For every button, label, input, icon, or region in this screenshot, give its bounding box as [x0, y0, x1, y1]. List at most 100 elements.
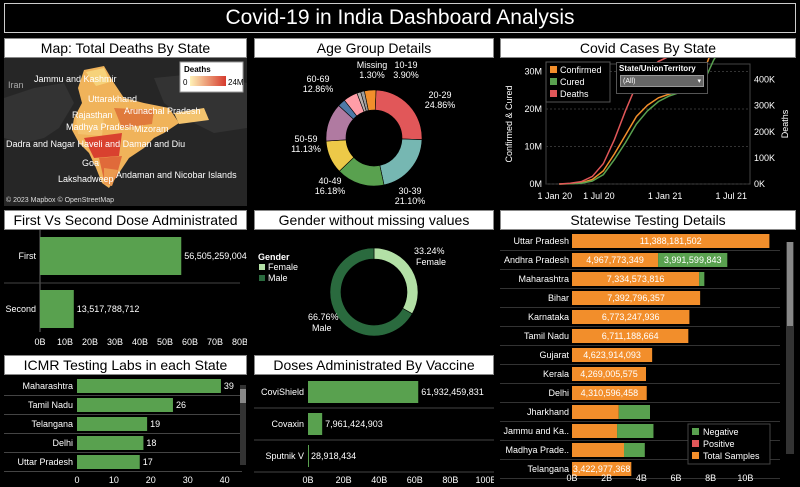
age-category-label: 40-49: [318, 176, 341, 186]
testing-bar-chart[interactable]: Uttar Pradesh 11,388,181,502 Andhra Prades…: [500, 230, 796, 487]
bar-total-samples[interactable]: [572, 424, 618, 438]
x-tick: 40B: [132, 337, 148, 347]
pie-slice[interactable]: [373, 247, 419, 315]
bar-negative[interactable]: [658, 253, 728, 267]
x-tick: 20B: [336, 475, 352, 485]
category-label: Sputnik V: [265, 451, 304, 461]
vaccine-bar-chart[interactable]: CoviShield 61,932,459,831 Covaxin 7,961,424…: [254, 375, 494, 487]
pie-slice[interactable]: [356, 91, 367, 113]
cases-panel[interactable]: 0M 10M 20M 30M 0K 100K 200K 300K 400K 1 Jan 20 1 J…: [500, 58, 796, 206]
category-label: Jharkhand: [527, 407, 569, 417]
age-panel[interactable]: Missing 1.30% 10-19 3.90% 20-29 24.86% 30-39 21…: [254, 58, 494, 206]
category-label: First: [19, 251, 37, 261]
category-label: Gujarat: [539, 350, 569, 360]
bar-total-samples[interactable]: [572, 253, 659, 267]
pie-slice[interactable]: [329, 247, 413, 337]
age-value-label: 11.13%: [291, 144, 321, 154]
gender-header: Gender without missing values: [254, 210, 494, 230]
map-label: Arunachal Pradesh: [124, 106, 201, 116]
bar-total-samples[interactable]: [572, 348, 653, 362]
bar-total-samples[interactable]: [572, 272, 700, 286]
age-category-label: Missing: [357, 60, 388, 70]
bar-value-label: 18: [146, 438, 156, 448]
labs-header: ICMR Testing Labs in each State: [4, 355, 247, 375]
legend-label: Male: [268, 273, 288, 283]
bar-total-samples[interactable]: [572, 405, 619, 419]
labs-scrollbar[interactable]: [240, 385, 246, 465]
x-tick: 0: [74, 475, 79, 485]
dose-header: First Vs Second Dose Administrated: [4, 210, 247, 230]
bar-negative[interactable]: [699, 272, 705, 286]
testing-scrollbar[interactable]: [786, 242, 794, 454]
state-filter-select[interactable]: (All) ▾: [620, 75, 704, 87]
india-map[interactable]: Jammu and Kashmir Uttarakhand Rajasthan …: [4, 58, 247, 206]
testing-scroll-thumb[interactable]: [787, 242, 793, 326]
bar-total-samples[interactable]: [572, 291, 701, 305]
bar-total-samples[interactable]: [572, 443, 624, 457]
bar[interactable]: [308, 381, 419, 403]
map-label: Iran: [8, 80, 24, 90]
age-value-label: 21.10%: [395, 196, 426, 206]
labs-bar-chart[interactable]: Maharashtra 39 Tamil Nadu 26 Telangana 19 Delh…: [4, 375, 247, 487]
y-right-tick: 0K: [754, 179, 765, 189]
bar-value-label: 7,961,424,903: [325, 419, 383, 429]
bar-value-label: 7,392,796,357: [607, 293, 665, 303]
bar[interactable]: [40, 290, 74, 328]
x-tick: 20: [146, 475, 156, 485]
legend-label: Female: [268, 262, 298, 272]
chevron-down-icon: ▾: [697, 78, 701, 85]
bar-negative[interactable]: [618, 405, 650, 419]
age-value-label: 3.90%: [393, 70, 419, 80]
map-legend-title: Deaths: [184, 65, 211, 74]
bar-value-label: 26: [176, 400, 186, 410]
legend-swatch: [550, 90, 557, 97]
cases-line-chart[interactable]: 0M 10M 20M 30M 0K 100K 200K 300K 400K 1 Jan 20 1 J…: [500, 58, 796, 206]
bar[interactable]: [77, 398, 173, 412]
vaccine-panel[interactable]: CoviShield 61,932,459,831 Covaxin 7,961,424…: [254, 375, 494, 487]
testing-panel[interactable]: Uttar Pradesh 11,388,181,502 Andhra Prades…: [500, 230, 796, 487]
x-tick: 8B: [705, 473, 716, 483]
dose-panel[interactable]: First 56,505,259,004 Second 13,517,788,712 0…: [4, 230, 247, 350]
bar-negative[interactable]: [617, 424, 654, 438]
x-tick: 80B: [232, 337, 247, 347]
bar-total-samples[interactable]: [572, 367, 646, 381]
bar[interactable]: [77, 455, 140, 469]
bar-value-label: 3,991,599,843: [664, 255, 722, 265]
bar[interactable]: [308, 413, 323, 435]
labs-panel[interactable]: Maharashtra 39 Tamil Nadu 26 Telangana 19 Delh…: [4, 375, 247, 487]
legend-swatch: [692, 440, 699, 447]
series-line[interactable]: [559, 58, 746, 185]
series-line[interactable]: [559, 58, 746, 185]
state-filter[interactable]: State/UnionTerritory (All) ▾: [616, 62, 708, 94]
map-label: Mizoram: [134, 124, 169, 134]
labs-scroll-thumb[interactable]: [240, 389, 246, 403]
x-tick: 80B: [442, 475, 458, 485]
bar[interactable]: [40, 237, 182, 275]
map-label: Lakshadweep: [58, 174, 114, 184]
bar-total-samples[interactable]: [572, 310, 690, 324]
pie-slice[interactable]: [379, 138, 423, 186]
y-right-tick: 400K: [754, 75, 775, 85]
dose-bar-chart[interactable]: First 56,505,259,004 Second 13,517,788,712 0…: [4, 230, 247, 350]
bar[interactable]: [77, 379, 221, 393]
bar-total-samples[interactable]: [572, 386, 647, 400]
bar[interactable]: [77, 436, 144, 450]
category-label: Maharashtra: [22, 381, 73, 391]
bar[interactable]: [77, 417, 148, 431]
pie-slice[interactable]: [374, 89, 423, 140]
category-label: Jammu and Ka..: [503, 426, 569, 436]
bar-negative[interactable]: [624, 443, 645, 457]
bar[interactable]: [308, 445, 309, 467]
gender-panel[interactable]: Gender Female Male 33.24% Female 66.76% Male: [254, 230, 494, 350]
testing-legend: [687, 423, 771, 465]
state-filter-title: State/UnionTerritory: [619, 64, 696, 73]
x-tick: 10B: [57, 337, 73, 347]
x-tick: 1 Jan 20: [538, 191, 573, 201]
bar-total-samples[interactable]: [572, 462, 632, 476]
bar-total-samples[interactable]: [572, 234, 770, 248]
map-panel[interactable]: Jammu and Kashmir Uttarakhand Rajasthan …: [4, 58, 247, 206]
bar-value-label: 11,388,181,502: [640, 236, 702, 246]
bar-total-samples[interactable]: [572, 329, 689, 343]
